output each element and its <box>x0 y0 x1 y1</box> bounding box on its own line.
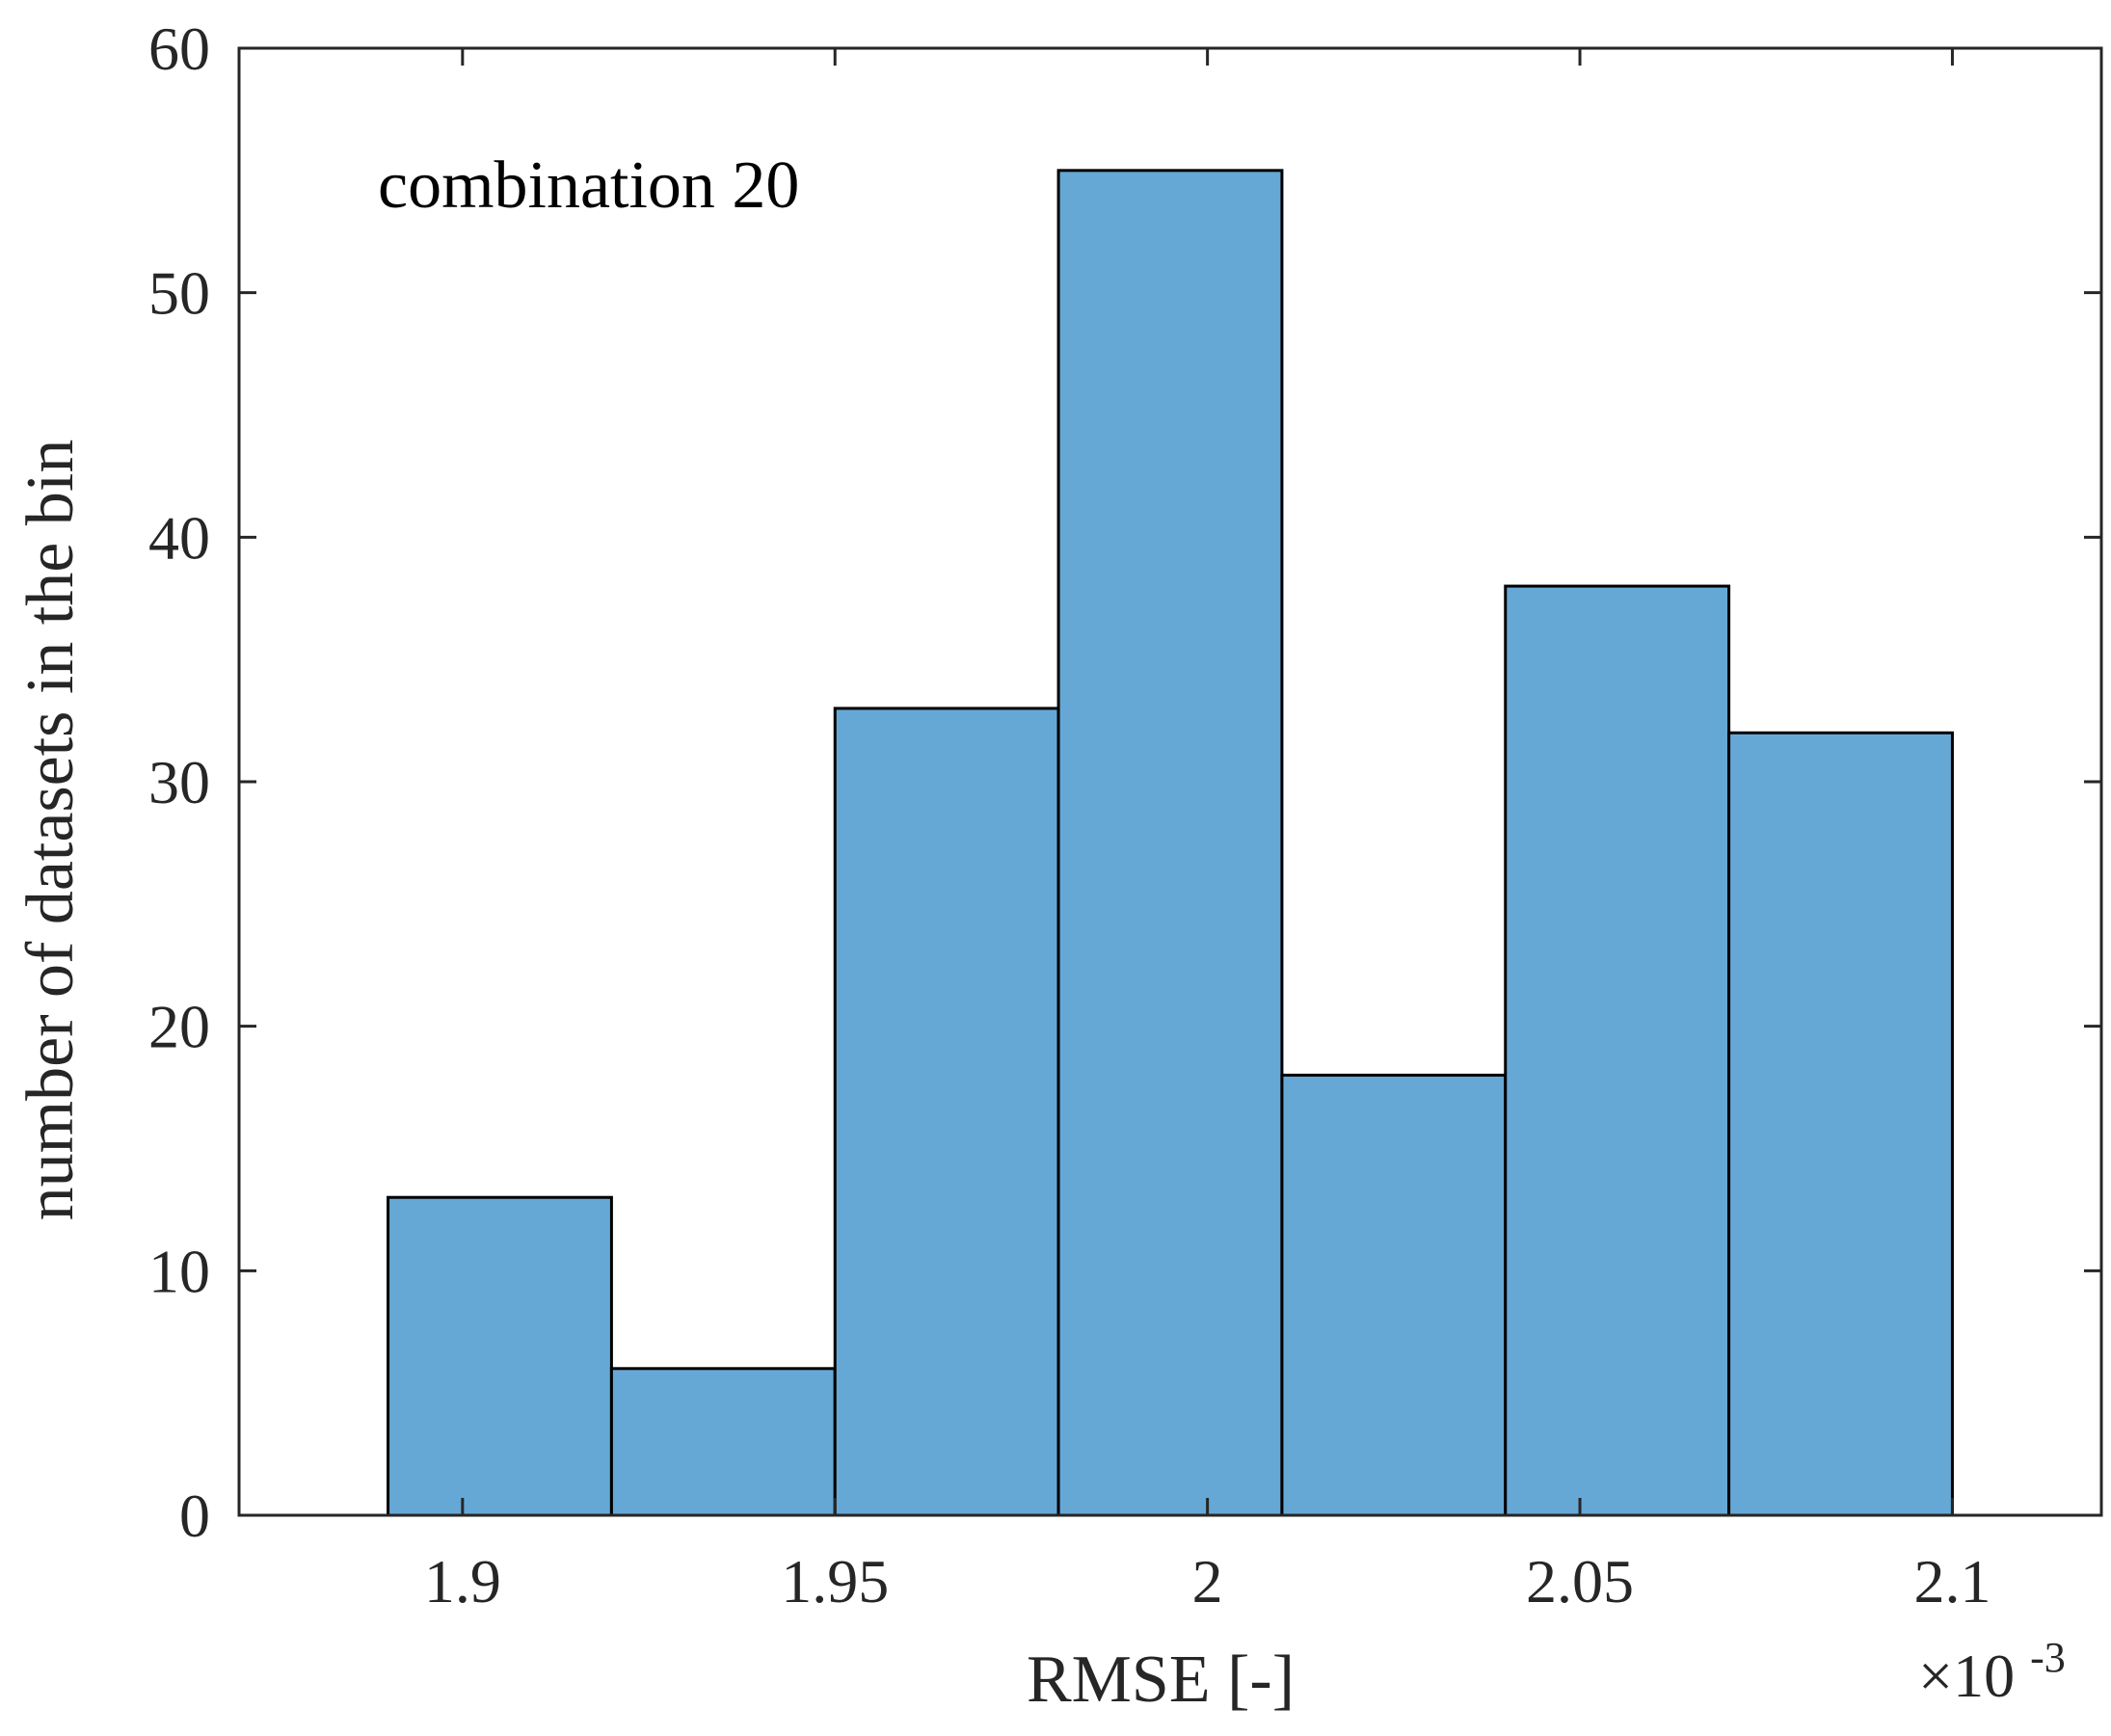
y-tick-label: 50 <box>148 259 210 328</box>
histogram-bar <box>1056 169 1284 1517</box>
histogram-bar <box>1280 1073 1508 1517</box>
x-axis-exponent: ×10 -3 <box>1918 1634 2066 1710</box>
x-tick-label: 1.95 <box>781 1547 889 1616</box>
annotation-label: combination 20 <box>378 148 799 223</box>
ticks-group <box>239 46 2101 1517</box>
x-tick-label: 1.9 <box>424 1547 501 1616</box>
tick-labels-group: 1.9 1.95 2 2.05 2.1 0 10 20 30 40 50 60 <box>148 14 1991 1616</box>
x-axis-exponent-base: ×10 <box>1918 1642 2015 1710</box>
x-tick-label: 2.1 <box>1913 1547 1991 1616</box>
y-tick-label: 60 <box>148 14 210 83</box>
bars-group <box>387 169 1954 1517</box>
y-axis-title: number of datasets in the bin <box>13 440 88 1221</box>
x-axis-title: RMSE [-] <box>1027 1643 1295 1717</box>
y-tick-label: 0 <box>179 1482 210 1550</box>
x-tick-label: 2.05 <box>1526 1547 1634 1616</box>
histogram-bar <box>833 707 1060 1517</box>
histogram-bar <box>1727 731 1954 1517</box>
x-axis-exponent-power: -3 <box>2030 1634 2066 1681</box>
y-tick-label: 30 <box>148 748 210 816</box>
y-tick-label: 20 <box>148 993 210 1061</box>
x-tick-label: 2 <box>1192 1547 1223 1616</box>
y-tick-label: 10 <box>148 1237 210 1305</box>
y-tick-label: 40 <box>148 503 210 572</box>
histogram-bar <box>1504 584 1731 1517</box>
histogram-bar <box>387 1195 613 1517</box>
histogram-bar <box>609 1367 837 1517</box>
